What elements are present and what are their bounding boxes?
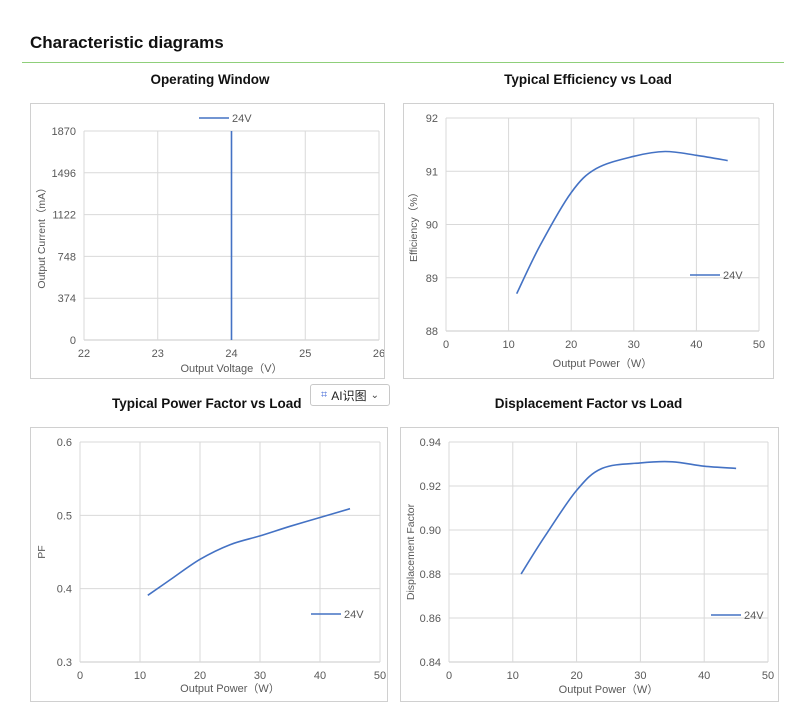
y-tick-label: 0.5 xyxy=(57,510,72,522)
x-axis-label: Output Power（W） xyxy=(559,683,659,696)
x-tick-label: 10 xyxy=(502,339,514,351)
x-tick-label: 0 xyxy=(446,670,452,682)
x-tick-label: 30 xyxy=(634,670,646,682)
x-axis-label: Output Voltage（V） xyxy=(180,362,282,375)
y-tick-label: 0 xyxy=(70,335,76,347)
x-tick-label: 23 xyxy=(152,348,164,360)
x-axis-label: Output Power（W） xyxy=(180,682,280,695)
chart-title: Displacement Factor vs Load xyxy=(494,396,683,411)
x-tick-label: 30 xyxy=(628,339,640,351)
chevron-down-icon: ⌄ xyxy=(370,389,379,401)
y-tick-label: 0.90 xyxy=(420,525,441,537)
x-tick-label: 20 xyxy=(194,670,206,682)
x-tick-label: 40 xyxy=(314,670,326,682)
y-tick-label: 374 xyxy=(58,293,76,305)
y-tick-label: 0.3 xyxy=(57,657,72,669)
y-tick-label: 92 xyxy=(426,113,438,125)
chart-svg: 0 374 748 1122 1496 1870 22 23 24 25 26 Output Volt… xyxy=(36,113,385,375)
series-line-24V xyxy=(520,460,737,575)
ai-scan-icon: ⌗ xyxy=(321,388,328,401)
y-tick-label: 1870 xyxy=(52,126,76,138)
y-tick-label: 0.92 xyxy=(420,481,441,493)
series-line-24V xyxy=(515,150,728,295)
x-tick-label: 25 xyxy=(299,348,311,360)
series-line-24V xyxy=(147,507,351,596)
x-tick-label: 50 xyxy=(753,339,765,351)
y-tick-label: 0.88 xyxy=(420,569,441,581)
legend-label: 24V xyxy=(344,609,364,621)
x-tick-label: 20 xyxy=(570,670,582,682)
x-tick-label: 40 xyxy=(690,339,702,351)
x-tick-label: 40 xyxy=(698,670,710,682)
ai-button-label: AI识图 xyxy=(331,388,367,403)
x-tick-label: 24 xyxy=(225,348,237,360)
legend-label: 24V xyxy=(232,113,252,125)
x-tick-label: 22 xyxy=(78,348,90,360)
x-tick-label: 10 xyxy=(507,670,519,682)
page-title: Characteristic diagrams xyxy=(30,33,224,52)
legend-label: 24V xyxy=(723,270,743,282)
y-axis-label: Output Current（mA） xyxy=(36,182,48,288)
y-tick-label: 90 xyxy=(426,220,438,232)
y-tick-label: 89 xyxy=(426,273,438,285)
y-tick-label: 0.4 xyxy=(57,584,72,596)
y-tick-label: 748 xyxy=(58,251,76,263)
chart-operating-window: 0 374 748 1122 1496 1870 22 23 24 25 26 Output Volt… xyxy=(30,103,385,379)
chart-title: Typical Efficiency vs Load xyxy=(504,72,672,87)
chart-svg: 0.84 0.86 0.88 0.90 0.92 0.94 0 10 20 30 40 50 Outpu… xyxy=(405,437,774,696)
chart-efficiency: 88 89 90 91 92 0 10 20 30 40 50 Output Power（W） Effi… xyxy=(403,103,774,379)
chart-title: Typical Power Factor vs Load xyxy=(112,396,302,411)
y-tick-label: 91 xyxy=(426,166,438,178)
x-axis-label: Output Power（W） xyxy=(553,357,653,370)
x-tick-label: 0 xyxy=(77,670,83,682)
x-tick-label: 50 xyxy=(374,670,386,682)
legend-label: 24V xyxy=(744,610,764,622)
y-tick-label: 0.86 xyxy=(420,613,441,625)
y-tick-label: 0.6 xyxy=(57,437,72,449)
x-tick-label: 50 xyxy=(762,670,774,682)
chart-svg: 0.3 0.4 0.5 0.6 0 10 20 30 40 50 Output Power（W） PF… xyxy=(36,437,386,695)
ai-recognize-button[interactable]: ⌗ AI识图 ⌄ xyxy=(310,384,390,406)
x-tick-label: 26 xyxy=(373,348,384,360)
chart-svg: 88 89 90 91 92 0 10 20 30 40 50 Output Power（W） Effi… xyxy=(408,113,765,370)
chart-title: Operating Window xyxy=(150,72,270,87)
x-tick-label: 30 xyxy=(254,670,266,682)
title-divider xyxy=(22,62,784,63)
y-axis-label: Displacement Factor xyxy=(405,503,417,600)
x-tick-label: 0 xyxy=(443,339,449,351)
x-tick-label: 10 xyxy=(134,670,146,682)
chart-power-factor: 0.3 0.4 0.5 0.6 0 10 20 30 40 50 Output Power（W） PF… xyxy=(30,427,388,702)
x-tick-label: 20 xyxy=(565,339,577,351)
y-axis-label: PF xyxy=(36,545,48,558)
chart-displacement-factor: 0.84 0.86 0.88 0.90 0.92 0.94 0 10 20 30 40 50 Outpu… xyxy=(400,427,779,702)
y-tick-label: 0.94 xyxy=(420,437,441,449)
y-axis-label: Efficiency（%） xyxy=(408,187,420,262)
y-tick-label: 1122 xyxy=(52,210,76,222)
y-tick-label: 0.84 xyxy=(420,657,441,669)
y-tick-label: 88 xyxy=(426,326,438,338)
y-tick-label: 1496 xyxy=(52,168,76,180)
